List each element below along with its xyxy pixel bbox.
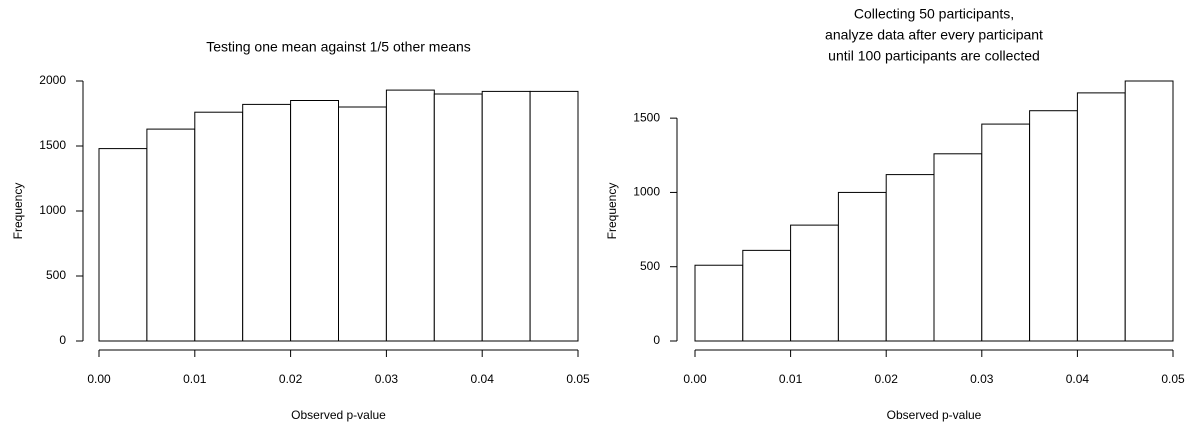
y-tick-label: 1500 — [39, 138, 66, 152]
bar — [1029, 110, 1078, 342]
chart-title: Testing one mean against 1/5 other means — [206, 39, 471, 55]
bar — [338, 106, 387, 342]
y-tick-label: 0 — [653, 333, 660, 347]
bar — [481, 90, 531, 342]
bar — [933, 153, 983, 342]
bar — [194, 111, 244, 342]
chart-title: Collecting 50 participants, — [854, 6, 1014, 22]
y-tick-label: 1500 — [633, 110, 660, 124]
bar — [981, 123, 1031, 342]
bar — [146, 128, 196, 342]
x-tick-label: 0.03 — [375, 372, 399, 386]
bar — [694, 264, 744, 342]
x-tick-label: 0.03 — [970, 372, 994, 386]
bar — [790, 224, 839, 342]
chart-title: until 100 participants are collected — [828, 48, 1040, 64]
x-tick-label: 0.00 — [87, 372, 111, 386]
x-tick-label: 0.01 — [779, 372, 803, 386]
y-tick-label: 0 — [59, 333, 66, 347]
bar — [837, 191, 887, 342]
x-axis-label: Observed p-value — [887, 408, 982, 422]
bar — [242, 103, 292, 342]
bar — [885, 174, 935, 342]
y-axis-label: Frequency — [605, 183, 619, 240]
x-tick-label: 0.02 — [279, 372, 303, 386]
bar — [98, 148, 148, 342]
x-tick-label: 0.04 — [471, 372, 495, 386]
y-tick-label: 500 — [46, 268, 66, 282]
y-tick-label: 500 — [640, 259, 660, 273]
x-tick-label: 0.01 — [183, 372, 207, 386]
x-axis-label: Observed p-value — [291, 408, 386, 422]
x-tick-label: 0.04 — [1066, 372, 1090, 386]
y-tick-label: 1000 — [633, 185, 660, 199]
y-tick-label: 1000 — [39, 203, 66, 217]
x-tick-label: 0.02 — [875, 372, 899, 386]
bar — [742, 249, 792, 342]
x-tick-label: 0.00 — [683, 372, 707, 386]
y-axis-label: Frequency — [11, 183, 25, 240]
x-tick-label: 0.05 — [566, 372, 590, 386]
chart-title: analyze data after every participant — [825, 27, 1043, 43]
bar — [1124, 80, 1174, 342]
bar — [433, 93, 483, 342]
bar — [529, 90, 579, 342]
y-tick-label: 2000 — [39, 73, 66, 87]
bar — [1076, 92, 1126, 342]
bar — [290, 100, 340, 342]
x-tick-label: 0.05 — [1161, 372, 1185, 386]
bar — [385, 89, 435, 342]
